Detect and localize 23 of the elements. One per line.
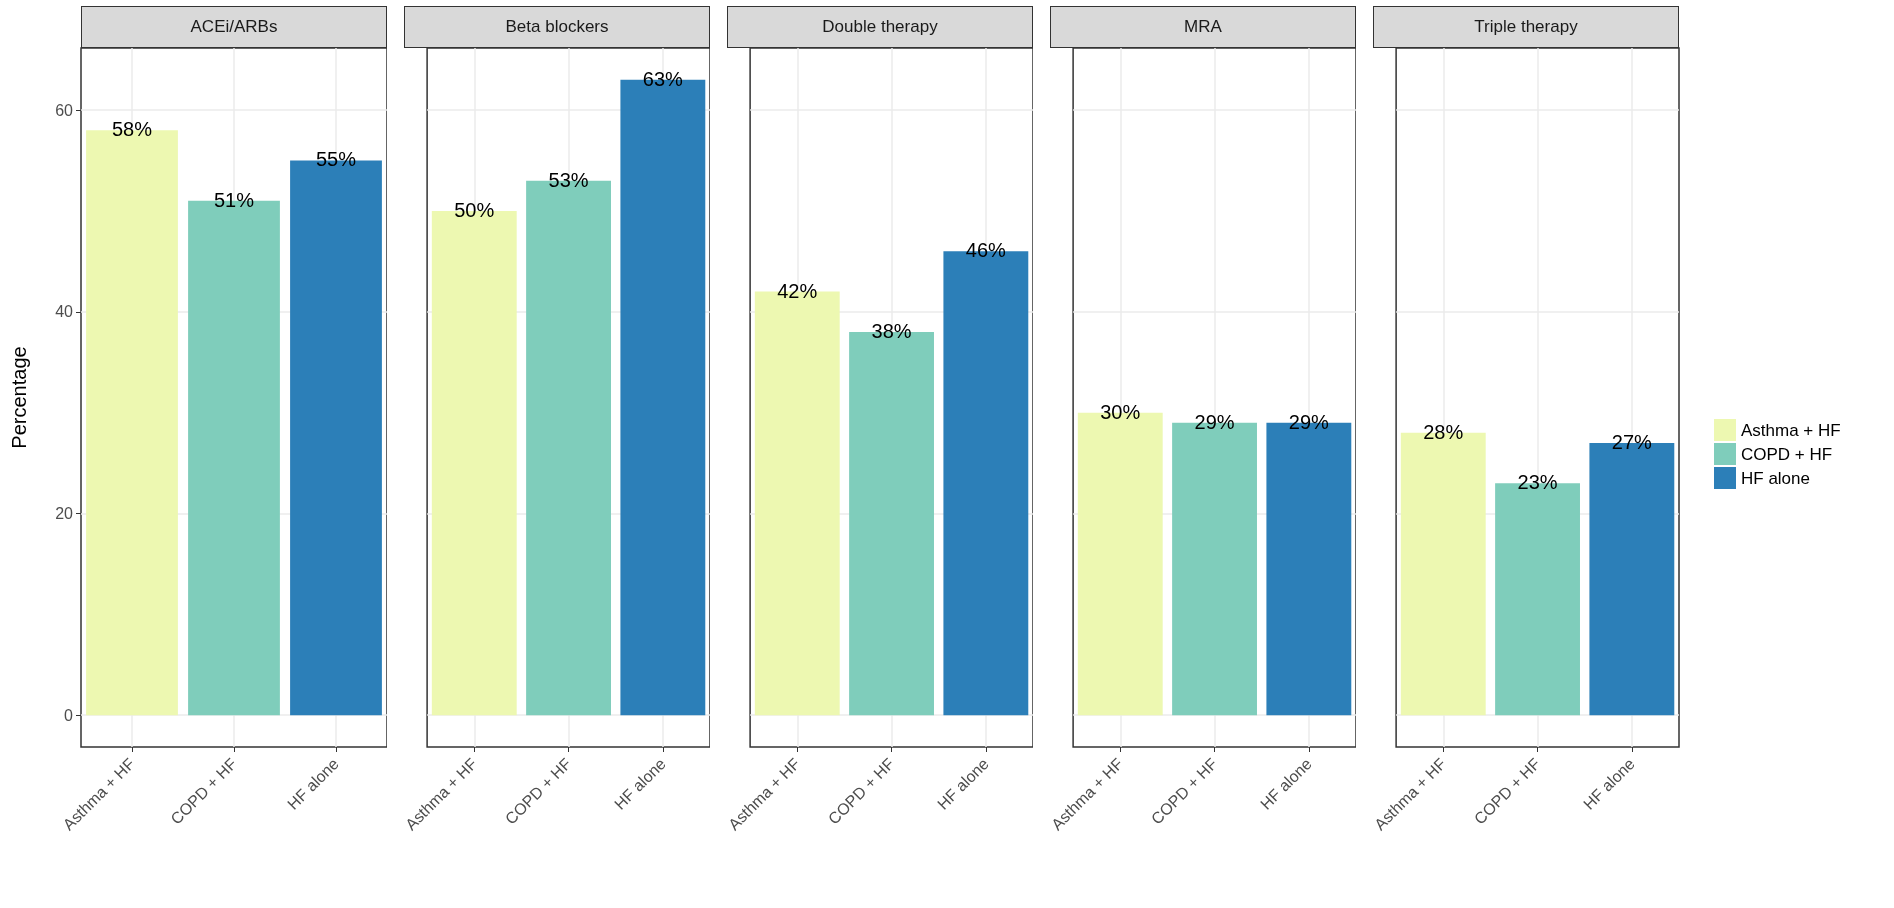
y-tick-label: 40 bbox=[55, 303, 74, 321]
legend-label: COPD + HF bbox=[1741, 444, 1833, 464]
data-label: 53% bbox=[548, 168, 589, 191]
legend-label: Asthma + HF bbox=[1741, 420, 1841, 440]
data-label: 30% bbox=[1100, 400, 1141, 423]
chart-title: ACEi/ARBs bbox=[81, 6, 387, 48]
data-label: 51% bbox=[213, 188, 255, 211]
data-label: 42% bbox=[777, 279, 818, 302]
y-tick-label: 20 bbox=[55, 505, 74, 522]
chart-title: Double therapy bbox=[727, 6, 1033, 48]
data-label: 38% bbox=[871, 319, 912, 342]
chart-title: MRA bbox=[1050, 6, 1356, 48]
data-label: 28% bbox=[1423, 420, 1464, 443]
data-label: 58% bbox=[111, 118, 153, 141]
data-label: 29% bbox=[1194, 410, 1235, 433]
y-tick-label: 0 bbox=[64, 706, 74, 724]
y-axis-title: Percentage bbox=[8, 346, 30, 449]
chart-title: Triple therapy bbox=[1373, 6, 1679, 48]
data-label: 50% bbox=[454, 198, 495, 221]
y-tick-label: 60 bbox=[55, 101, 74, 119]
legend-label: HF alone bbox=[1741, 468, 1810, 488]
data-label: 23% bbox=[1517, 471, 1558, 494]
chart-title: Beta blockers bbox=[404, 6, 710, 48]
